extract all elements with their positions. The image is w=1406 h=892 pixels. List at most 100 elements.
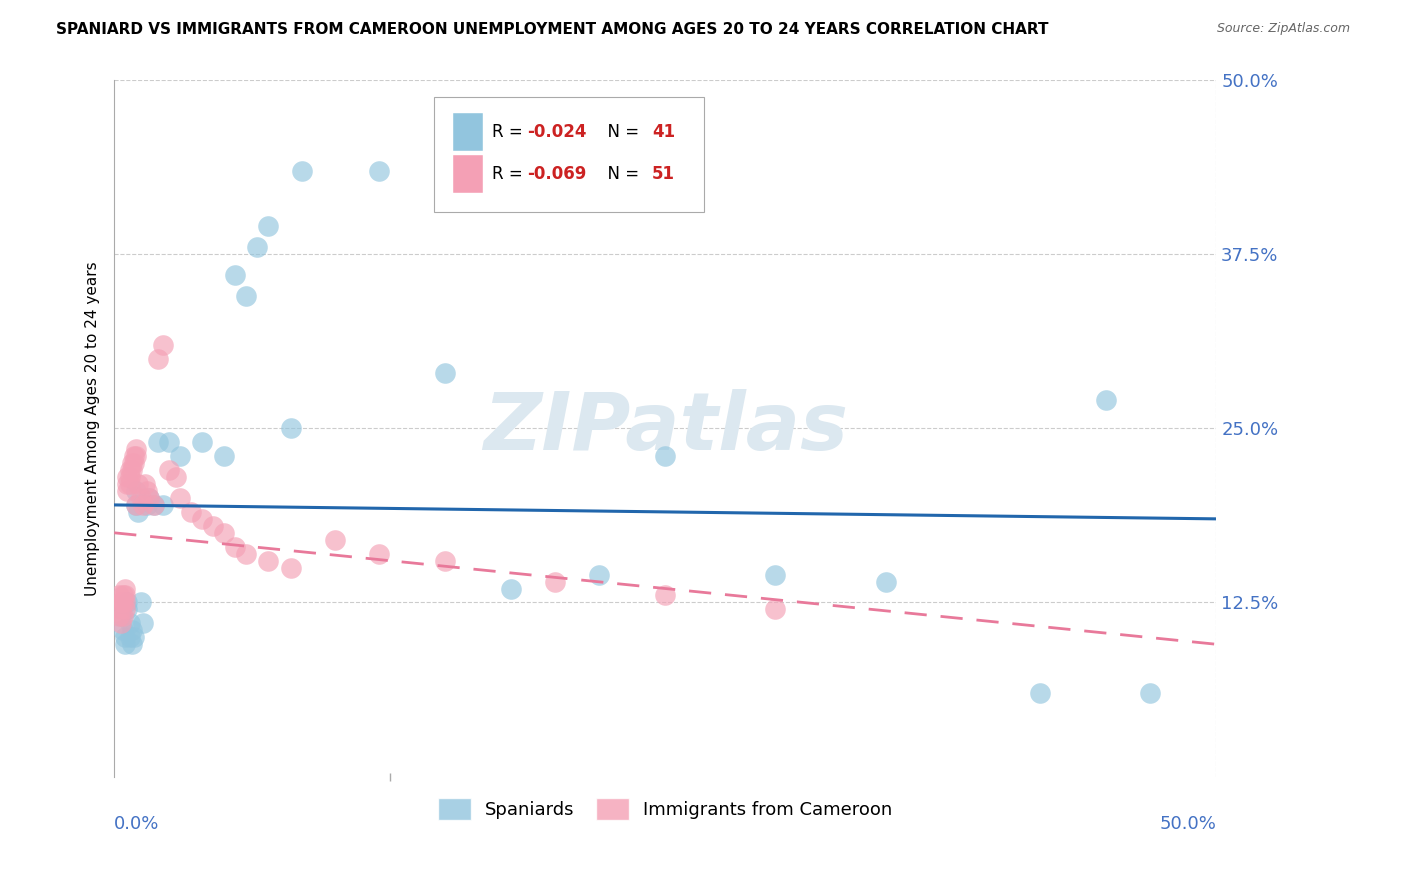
Point (107, 589, 129, 603)
Point (121, 456, 143, 470)
Point (180, 505, 202, 519)
Point (191, 512, 214, 526)
Point (157, 463, 180, 477)
Point (148, 351, 170, 366)
Point (125, 498, 148, 512)
Point (544, 574, 567, 589)
Point (118, 616, 141, 631)
Point (127, 505, 149, 519)
FancyBboxPatch shape (434, 97, 704, 212)
Point (132, 498, 155, 512)
Text: N =: N = (598, 165, 644, 183)
Point (152, 337, 174, 351)
Point (214, 525, 236, 540)
Point (132, 616, 155, 631)
Point (110, 609, 132, 624)
Point (142, 498, 165, 512)
FancyBboxPatch shape (453, 113, 484, 152)
Text: 41: 41 (652, 123, 675, 141)
Y-axis label: Unemployment Among Ages 20 to 24 years: Unemployment Among Ages 20 to 24 years (86, 261, 100, 596)
Point (114, 589, 136, 603)
Point (224, 540, 246, 554)
Point (110, 595, 132, 609)
Point (142, 498, 165, 512)
Text: -0.069: -0.069 (527, 165, 586, 183)
Point (127, 477, 149, 491)
Point (110, 616, 132, 631)
Point (121, 463, 143, 477)
Point (433, 366, 456, 380)
Text: R =: R = (492, 123, 529, 141)
Point (125, 442, 148, 457)
Point (117, 602, 139, 616)
FancyBboxPatch shape (453, 155, 484, 194)
Point (114, 595, 136, 609)
Point (152, 498, 174, 512)
Point (235, 547, 257, 561)
Point (202, 518, 225, 533)
Text: -0.024: -0.024 (527, 123, 586, 141)
Point (1095, 393, 1118, 408)
Point (224, 268, 246, 282)
Point (875, 574, 897, 589)
Point (138, 491, 160, 505)
Point (148, 435, 170, 450)
Point (191, 435, 214, 450)
Point (654, 449, 676, 463)
Legend: Spaniards, Immigrants from Cameroon: Spaniards, Immigrants from Cameroon (430, 790, 900, 827)
Point (134, 477, 156, 491)
Point (125, 449, 148, 463)
Text: R =: R = (492, 165, 529, 183)
Point (107, 609, 129, 624)
Text: SPANIARD VS IMMIGRANTS FROM CAMEROON UNEMPLOYMENT AMONG AGES 20 TO 24 YEARS CORR: SPANIARD VS IMMIGRANTS FROM CAMEROON UNE… (56, 22, 1049, 37)
Point (118, 470, 141, 484)
Point (122, 449, 145, 463)
Point (367, 547, 389, 561)
Point (111, 609, 134, 624)
Point (323, 533, 346, 547)
Point (433, 554, 456, 568)
Point (117, 595, 139, 609)
Point (114, 630, 136, 644)
Point (129, 595, 152, 609)
Point (765, 602, 787, 616)
Point (118, 630, 141, 644)
Point (136, 483, 159, 498)
Point (138, 491, 160, 505)
Text: ZIPatlas: ZIPatlas (482, 389, 848, 467)
Point (110, 602, 132, 616)
Point (117, 477, 139, 491)
Point (654, 589, 676, 603)
Point (1139, 686, 1161, 700)
Point (169, 449, 191, 463)
Point (1029, 686, 1052, 700)
Point (280, 560, 302, 574)
Point (121, 637, 143, 651)
Point (129, 491, 152, 505)
Text: 50.0%: 50.0% (1160, 815, 1216, 833)
Point (257, 219, 280, 234)
Point (118, 477, 141, 491)
Text: 51: 51 (652, 165, 675, 183)
Point (246, 240, 269, 254)
Point (111, 624, 134, 638)
Point (280, 421, 302, 435)
Point (290, 163, 312, 178)
Point (165, 470, 187, 484)
Point (122, 630, 145, 644)
Point (367, 163, 389, 178)
Point (588, 567, 610, 582)
Text: Source: ZipAtlas.com: Source: ZipAtlas.com (1216, 22, 1350, 36)
Point (214, 449, 236, 463)
Point (499, 582, 522, 596)
Point (114, 602, 136, 616)
Point (114, 637, 136, 651)
Point (111, 595, 134, 609)
Point (125, 498, 148, 512)
Point (257, 554, 280, 568)
Point (235, 289, 257, 303)
Point (125, 483, 148, 498)
Point (122, 456, 145, 470)
Point (117, 483, 139, 498)
Point (117, 470, 139, 484)
